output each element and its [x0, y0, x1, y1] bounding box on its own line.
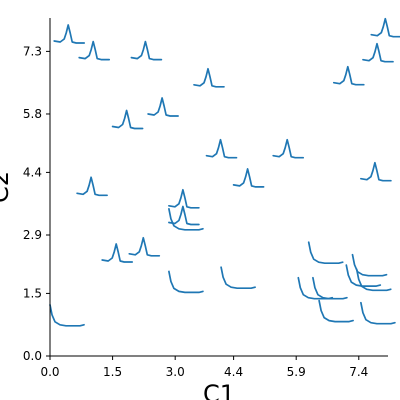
x-tick-label: 5.9	[287, 365, 306, 379]
y-tick-label: 2.9	[23, 228, 42, 242]
y-axis-title: C2	[0, 171, 14, 203]
decay-curve-glyph	[318, 299, 354, 323]
peak-curve-glyph	[130, 40, 163, 61]
peak-curve-glyph	[360, 161, 392, 182]
peak-curve-glyph	[232, 168, 265, 188]
peak-curve-glyph	[193, 67, 225, 88]
glyph-layer	[49, 17, 400, 327]
y-ticks: 0.0 1.5 2.9 4.4 5.8 7.3	[23, 44, 50, 363]
peak-curve-glyph	[362, 42, 394, 63]
x-ticks: 0.0 1.5 3.0 4.4 5.9 7.4	[40, 356, 368, 379]
x-tick-label: 7.4	[349, 365, 368, 379]
peak-curve-glyph	[101, 243, 134, 263]
decay-curve-glyph	[168, 270, 204, 294]
peak-curve-glyph	[370, 17, 400, 38]
peak-curve-glyph	[168, 205, 200, 226]
peak-curve-glyph	[332, 65, 365, 86]
peak-curve-glyph	[147, 97, 179, 117]
peak-curve-glyph	[53, 24, 86, 44]
decay-curve-glyph	[168, 207, 204, 231]
peak-curve-glyph	[128, 236, 161, 257]
decay-curve-glyph	[49, 303, 85, 327]
x-tick-label: 0.0	[40, 365, 59, 379]
peak-curve-glyph	[78, 40, 111, 61]
y-tick-label: 5.8	[23, 107, 42, 121]
x-axis-title: C1	[203, 380, 235, 400]
decay-curve-glyph	[355, 268, 392, 292]
peak-curve-glyph	[272, 138, 305, 159]
decay-curve-glyph	[220, 266, 256, 290]
decay-curve-glyph	[345, 264, 382, 287]
decay-curve-glyph	[360, 301, 396, 325]
decay-curve-glyph	[312, 276, 348, 300]
y-tick-label: 4.4	[23, 165, 42, 179]
peak-curve-glyph	[76, 176, 108, 197]
y-tick-label: 7.3	[23, 44, 42, 58]
peak-curve-glyph	[205, 138, 238, 159]
decay-curve-glyph	[351, 253, 388, 277]
decay-curve-glyph	[307, 241, 344, 265]
y-tick-label: 1.5	[23, 286, 42, 300]
y-tick-label: 0.0	[23, 349, 42, 363]
x-tick-label: 1.5	[103, 365, 122, 379]
x-tick-label: 3.0	[166, 365, 185, 379]
peak-curve-glyph	[111, 109, 144, 130]
x-tick-label: 4.4	[224, 365, 243, 379]
peak-curve-glyph	[168, 188, 200, 209]
